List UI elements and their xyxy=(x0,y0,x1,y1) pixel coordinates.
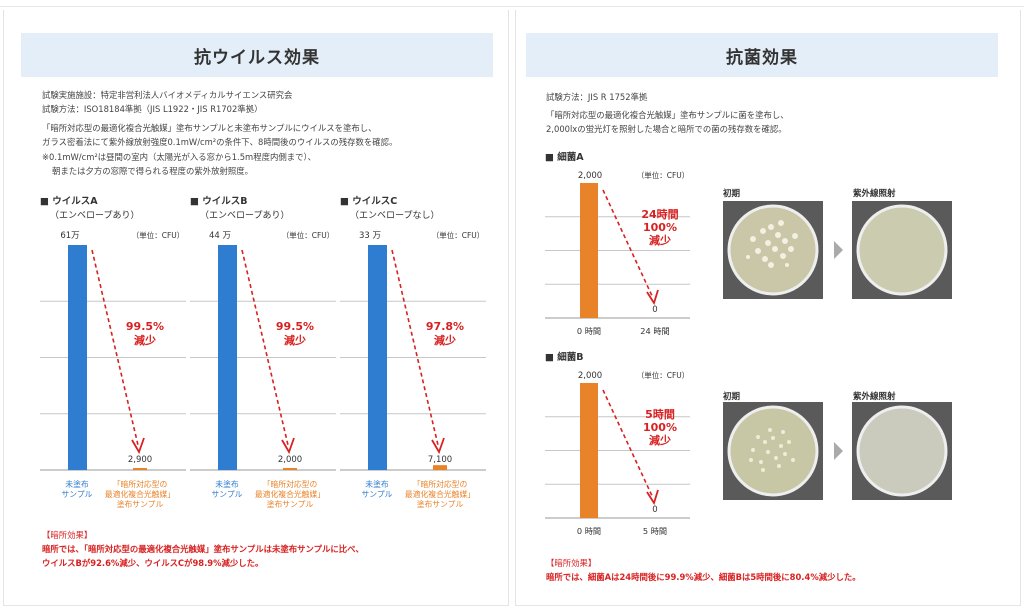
bar-value-label-untreated: 33 万 xyxy=(359,231,381,241)
category-label-start: 0 時間 xyxy=(577,526,601,536)
petri-dish-b-uv-image xyxy=(856,405,948,497)
photo-b-initial-label: 初期 xyxy=(723,392,741,402)
bact-method-text: 試験方法：JIS R 1752準拠 xyxy=(546,92,648,102)
virus-chart-0: ■ ウイルスA （エンベロープあり） 61万 （単位：CFU） 2,900 99.5%減少… xyxy=(40,196,186,509)
unit-label: （単位：CFU） xyxy=(132,230,185,240)
arrow-a-icon xyxy=(834,241,843,259)
antibacterial-title: 抗菌効果 xyxy=(726,47,798,68)
category-label-untreated: 未塗布サンプル xyxy=(362,479,393,499)
bacteria-chart-1: ■ 細菌B 2,000 （単位：CFU） 0 5時間 100%減少 0 時間 5 時間 xyxy=(545,351,690,536)
reduction-arrow-line xyxy=(241,249,289,446)
reduction-arrow-line xyxy=(602,389,654,499)
reduction-arrow-line xyxy=(602,189,654,299)
category-label-treated: 「暗所対応型の最適化複合光触媒」塗布サンプル xyxy=(255,479,325,509)
bar-untreated xyxy=(368,245,387,470)
reduction-arrow-line xyxy=(91,249,139,446)
reduction-label: 97.8%減少 xyxy=(426,320,464,347)
category-label-treated: 「暗所対応型の最適化複合光触媒」塗布サンプル xyxy=(405,479,475,509)
photo-a-uv-label: 紫外線照射 xyxy=(853,189,896,199)
reduction-arrow-head xyxy=(131,437,145,455)
virus-chart-subtitle: （エンベロープなし） xyxy=(350,210,439,221)
bact-desc-1: 「暗所対応型の最適化複合光触媒」塗布サンプルに菌を塗布し、 xyxy=(546,110,789,120)
virus-chart-1: ■ ウイルスB （エンベロープあり） 44 万 （単位：CFU） 2,000 99.5%減… xyxy=(190,196,336,509)
desc-line-2: ガラス密着法にて紫外線放射強度0.1mW/cm²の条件下、8時間後のウイルスの残… xyxy=(42,137,398,147)
virus-conclusion-2: ウイルスBが92.6%減少、ウイルスCが98.9%減少した。 xyxy=(42,558,264,568)
unit-label: （単位：CFU） xyxy=(432,230,485,240)
virus-chart-subtitle: （エンベロープあり） xyxy=(200,210,289,221)
petri-dish-a-uv xyxy=(852,201,952,299)
bact-desc-2: 2,000lxの蛍光灯を照射した場合と暗所での菌の残存数を確認。 xyxy=(546,124,787,134)
petri-dish-a-initial xyxy=(723,201,823,299)
virus-chart-title: ■ ウイルスB xyxy=(190,196,248,207)
bar-treated xyxy=(283,468,297,470)
unit-label: （単位：CFU） xyxy=(282,230,335,240)
category-label-treated: 「暗所対応型の最適化複合光触媒」塗布サンプル xyxy=(105,479,175,509)
top-divider xyxy=(0,6,1024,7)
bar-value-label-untreated: 44 万 xyxy=(209,231,231,241)
method-text: 試験方法：ISO18184準拠（JIS L1922・JIS R1702準拠） xyxy=(42,104,263,114)
reduction-label: 5時間 100%減少 xyxy=(643,407,677,447)
antivirus-title: 抗ウイルス効果 xyxy=(194,47,320,68)
photo-b-uv-label: 紫外線照射 xyxy=(853,392,896,402)
bar-value-label-start: 2,000 xyxy=(578,371,602,381)
virus-chart-title: ■ ウイルスC xyxy=(340,196,397,207)
reduction-arrow-head xyxy=(646,489,659,506)
bar-start xyxy=(580,183,598,318)
category-label-untreated: 未塗布サンプル xyxy=(212,479,243,499)
antivirus-panel: 抗ウイルス効果 試験実施施設：特定非営利法人バイオメディカルサイエンス研究会 試… xyxy=(3,10,509,606)
bar-value-label-start: 2,000 xyxy=(578,171,602,181)
unit-label: （単位：CFU） xyxy=(637,170,690,180)
note-line-2: 朝または夕方の窓際で得られる程度の紫外放射照度。 xyxy=(52,166,253,176)
reduction-arrow-line xyxy=(391,249,439,446)
facility-text: 試験実施施設：特定非営利法人バイオメディカルサイエンス研究会 xyxy=(42,90,293,100)
bar-value-label-end: 0 xyxy=(652,505,657,515)
bar-value-label-end: 0 xyxy=(652,305,657,315)
virus-chart-2: ■ ウイルスC （エンベロープなし） 33 万 （単位：CFU） 7,100 97.8%減… xyxy=(340,196,486,509)
bact-conclusion-head: 【暗所効果】 xyxy=(546,558,597,568)
bar-untreated xyxy=(68,245,87,470)
virus-conclusion-1: 暗所では、「暗所対応型の最適化複合光触媒」塗布サンプルは未塗布サンプルに比べ、 xyxy=(42,544,364,554)
category-label-end: 24 時間 xyxy=(640,326,669,336)
antibacterial-header: 抗菌効果 xyxy=(526,33,998,77)
bacteria-chart-title: ■ 細菌A xyxy=(545,151,584,163)
bar-value-label-untreated: 61万 xyxy=(60,231,79,241)
unit-label: （単位：CFU） xyxy=(637,370,690,380)
photo-a-initial-label: 初期 xyxy=(723,189,741,199)
petri-dish-b-initial xyxy=(723,402,823,500)
desc-line-1: 「暗所対応型の最適化複合光触媒」塗布サンプルと未塗布サンプルにウイルスを塗布し、 xyxy=(42,123,377,133)
bact-conclusion: 暗所では、細菌Aは24時間後に99.9%減少、細菌Bは5時間後に80.4%減少し… xyxy=(546,572,861,582)
antivirus-header: 抗ウイルス効果 xyxy=(21,33,493,77)
bar-treated xyxy=(433,465,447,470)
bacteria-chart-0: ■ 細菌A 2,000 （単位：CFU） 0 24時間 100%減少 0 時間 24 時間 xyxy=(545,151,690,336)
petri-dish-a-initial-image xyxy=(727,204,819,296)
bar-value-label-treated: 2,900 xyxy=(128,455,152,465)
bar-value-label-treated: 2,000 xyxy=(278,455,302,465)
antibacterial-panel: 抗菌効果 試験方法：JIS R 1752準拠 「暗所対応型の最適化複合光触媒」塗… xyxy=(515,10,1021,606)
category-label-end: 5 時間 xyxy=(643,526,667,536)
arrow-b-icon xyxy=(834,442,843,460)
virus-conclusion-head: 【暗所効果】 xyxy=(42,530,93,540)
virus-chart-subtitle: （エンベロープあり） xyxy=(50,210,139,221)
petri-dish-b-initial-image xyxy=(727,405,819,497)
reduction-label: 99.5%減少 xyxy=(126,320,164,347)
bar-untreated xyxy=(218,245,237,470)
bar-treated xyxy=(133,468,147,470)
reduction-arrow-head xyxy=(281,437,295,455)
note-line-1: ※0.1mW/cm²は昼間の室内（太陽光が入る窓から1.5m程度内側まで）、 xyxy=(42,152,316,162)
petri-dish-b-uv xyxy=(852,402,952,500)
bar-value-label-treated: 7,100 xyxy=(428,455,452,465)
reduction-label: 24時間 100%減少 xyxy=(641,207,678,247)
reduction-arrow-head xyxy=(646,289,659,306)
bacteria-chart-title: ■ 細菌B xyxy=(545,351,584,363)
bar-start xyxy=(580,383,598,518)
reduction-label: 99.5%減少 xyxy=(276,320,314,347)
virus-chart-title: ■ ウイルスA xyxy=(40,196,98,207)
petri-dish-a-uv-image xyxy=(856,204,948,296)
reduction-arrow-head xyxy=(431,437,445,455)
category-label-untreated: 未塗布サンプル xyxy=(62,479,93,499)
category-label-start: 0 時間 xyxy=(577,326,601,336)
